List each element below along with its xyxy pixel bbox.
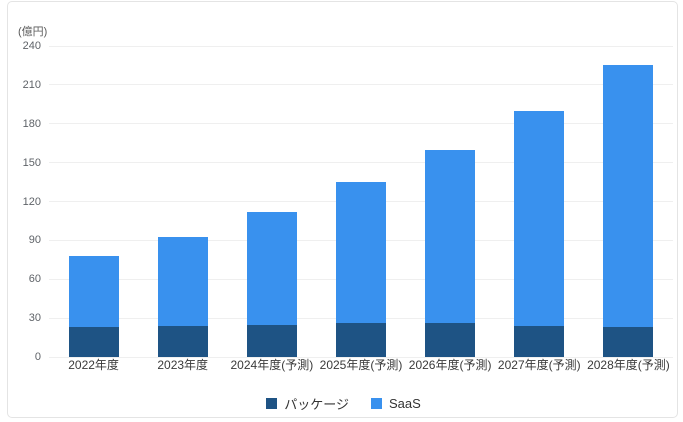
gridline-210 [49,84,673,86]
gridline-180 [49,123,673,125]
x-axis-label-2023年度: 2023年度 [157,358,209,372]
y-tick-label-0: 0 [34,351,41,363]
bar-segment-saas-2022年度 [68,255,119,328]
legend-label-saas: SaaS [388,395,421,411]
y-axis-unit-label: (億円) [18,26,48,38]
legend-item-saas: SaaS [370,395,421,411]
chart-card: (億円) 0 30 60 90 120 150 180 210 240 2022年度 2023年度… [7,1,678,418]
bar-segment-package-2024年度(予測) [246,324,297,357]
chart-legend: パッケージ SaaS [8,394,679,412]
stacked-bar-plot-area [49,45,673,358]
bar-segment-package-2026年度(予測) [425,323,476,357]
legend-swatch-package [266,397,278,409]
y-tick-label-180: 180 [22,117,41,130]
bar-segment-package-2022年度 [68,327,119,357]
bar-segment-saas-2026年度(予測) [425,149,476,324]
y-tick-label-240: 240 [22,40,41,52]
y-tick-label-60: 60 [28,273,41,286]
x-axis-label-2022年度: 2022年度 [68,358,119,372]
plot-wrap: 0 30 60 90 120 150 180 210 240 2022年度 2023年度 2024年… [8,2,679,419]
x-axis-label-2027年度(予測): 2027年度(予測) [497,358,581,372]
y-tick-label-210: 210 [22,78,41,91]
gridline-150 [49,162,673,164]
bar-segment-saas-2028年度(予測) [603,65,654,328]
bar-segment-package-2023年度 [157,325,208,357]
gridline-240 [49,45,673,47]
bar-segment-saas-2025年度(予測) [336,182,386,324]
legend-item-package: パッケージ [266,394,349,413]
x-axis-label-2024年度(予測): 2024年度(予測) [230,358,314,372]
bar-segment-package-2028年度(予測) [603,327,654,357]
y-tick-label-150: 150 [22,156,41,169]
legend-label-package: パッケージ [284,396,349,412]
x-axis-label-2028年度(予測): 2028年度(予測) [587,358,670,372]
y-tick-label-90: 90 [28,234,41,247]
bar-segment-package-2027年度(予測) [514,325,565,357]
y-tick-label-30: 30 [28,312,41,325]
bar-segment-package-2025年度(予測) [336,323,386,357]
legend-swatch-saas [370,397,382,409]
bar-segment-saas-2023年度 [157,236,208,326]
x-axis-label-2025年度(予測): 2025年度(予測) [319,358,403,372]
gridline-0 [49,356,673,358]
x-axis-label-2026年度(予測): 2026年度(予測) [408,358,492,372]
y-tick-label-120: 120 [22,195,41,208]
bar-segment-saas-2024年度(予測) [246,211,297,325]
bar-segment-saas-2027年度(予測) [514,110,565,326]
